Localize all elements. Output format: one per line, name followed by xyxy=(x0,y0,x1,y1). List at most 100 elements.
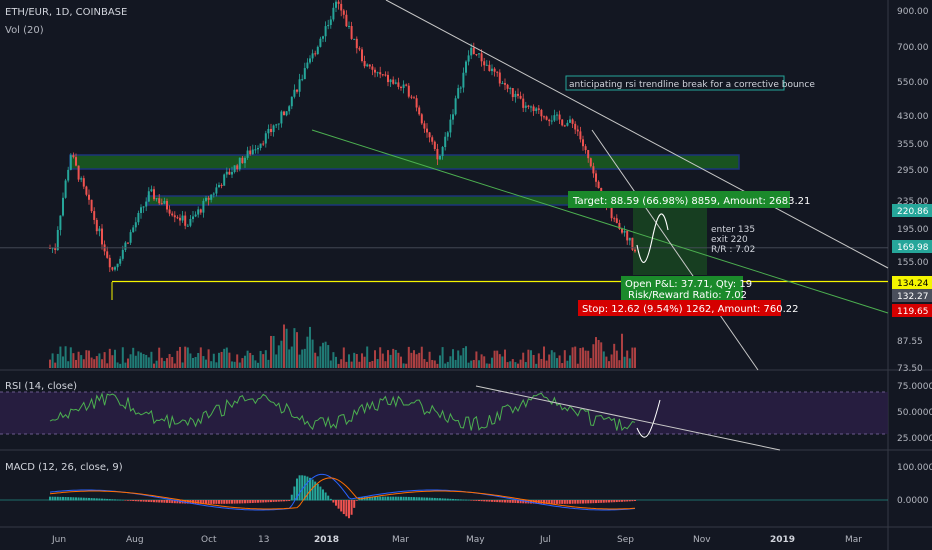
macd-hist-148 xyxy=(433,497,436,501)
volume-bar-104 xyxy=(319,346,322,368)
volume-bar-181 xyxy=(519,359,522,368)
candle-body-51 xyxy=(181,215,184,221)
macd-hist-34 xyxy=(137,500,140,502)
macd-tick-0: 0.0000 xyxy=(897,496,929,506)
signal-line xyxy=(49,477,636,510)
price-tick-8755: 87.55 xyxy=(897,337,923,347)
plan-rr: R/R : 7.02 xyxy=(711,245,755,255)
volume-bar-7 xyxy=(67,361,70,368)
macd-hist-170 xyxy=(491,500,493,502)
candle-body-52 xyxy=(184,215,187,226)
macd-hist-102 xyxy=(314,481,317,501)
candle-body-122 xyxy=(366,64,369,67)
macd-hist-11 xyxy=(77,497,80,501)
macd-hist-0 xyxy=(49,496,51,501)
volume-bar-180 xyxy=(517,363,519,368)
candle-body-176 xyxy=(506,84,509,89)
macd-hist-172 xyxy=(496,500,499,503)
macd-hist-135 xyxy=(400,496,402,501)
volume-bar-200 xyxy=(569,355,571,368)
macd-hist-26 xyxy=(116,499,119,501)
candle-body-20 xyxy=(101,228,103,245)
candle-body-167 xyxy=(483,61,486,66)
volume-bar-15 xyxy=(88,350,90,368)
volume-bar-8 xyxy=(69,347,72,368)
candle-body-17 xyxy=(93,211,96,220)
macd-hist-154 xyxy=(449,498,452,501)
candle-body-134 xyxy=(397,82,400,87)
macd-hist-31 xyxy=(129,500,132,501)
candle-body-56 xyxy=(194,214,197,217)
candle-body-109 xyxy=(332,7,335,20)
macd-hist-60 xyxy=(205,500,207,504)
candle-body-223 xyxy=(628,237,631,241)
x-tick-mar: Mar xyxy=(392,535,409,545)
macd-hist-10 xyxy=(75,497,77,501)
volume-bar-6 xyxy=(64,346,67,368)
macd-hist-46 xyxy=(168,500,171,503)
macd-hist-159 xyxy=(462,499,465,501)
volume-bar-79 xyxy=(254,360,257,368)
price-tick-900: 900.00 xyxy=(897,7,929,17)
volume-bar-190 xyxy=(543,346,545,368)
volume-bar-60 xyxy=(205,359,207,368)
volume-bar-41 xyxy=(155,360,158,368)
candle-body-182 xyxy=(522,98,525,108)
macd-hist-224 xyxy=(631,500,634,502)
macd-hist-122 xyxy=(366,496,369,501)
candle-body-44 xyxy=(163,200,166,204)
macd-hist-25 xyxy=(114,499,116,501)
candle-body-162 xyxy=(470,47,473,56)
macd-hist-214 xyxy=(605,500,608,503)
candle-body-78 xyxy=(251,149,254,155)
macd-hist-64 xyxy=(215,500,218,504)
candle-body-40 xyxy=(153,189,155,200)
candle-body-101 xyxy=(311,53,314,59)
volume-bar-35 xyxy=(140,352,142,368)
open-pnl-text: Open P&L: 37.71, Qty: 19 xyxy=(625,279,752,290)
macd-hist-158 xyxy=(459,499,462,501)
macd-hist-199 xyxy=(566,500,569,504)
volume-bar-85 xyxy=(270,335,272,368)
volume-bar-61 xyxy=(207,349,210,368)
candle-body-85 xyxy=(270,128,272,133)
candle-body-95 xyxy=(296,89,298,92)
volume-bar-167 xyxy=(483,356,486,368)
macd-hist-189 xyxy=(540,500,543,504)
candle-body-222 xyxy=(626,230,629,241)
macd-hist-140 xyxy=(413,497,415,501)
macd-hist-3 xyxy=(56,496,59,501)
macd-hist-118 xyxy=(355,500,358,501)
candle-body-195 xyxy=(556,114,558,116)
volume-bar-148 xyxy=(433,360,436,368)
volume-bar-20 xyxy=(101,359,103,368)
candle-body-8 xyxy=(69,155,72,170)
macd-hist-221 xyxy=(623,500,626,502)
macd-hist-209 xyxy=(592,500,595,504)
price-tag-11965-bg xyxy=(892,304,932,317)
candle-body-140 xyxy=(413,97,415,99)
macd-hist-76 xyxy=(246,500,249,504)
volume-bar-114 xyxy=(345,361,348,368)
volume-bar-212 xyxy=(600,342,603,368)
macd-hist-197 xyxy=(561,500,564,504)
candle-body-84 xyxy=(267,128,270,134)
macd-hist-201 xyxy=(571,500,574,504)
price-tag-13227: 132.27 xyxy=(897,292,929,302)
candle-body-130 xyxy=(387,74,389,83)
volume-bar-37 xyxy=(145,354,148,368)
volume-bar-55 xyxy=(192,357,194,368)
macd-hist-27 xyxy=(119,499,122,501)
candle-body-221 xyxy=(623,230,626,233)
volume-bar-26 xyxy=(116,362,119,368)
volume-bar-185 xyxy=(530,350,532,368)
macd-hist-125 xyxy=(374,496,376,501)
candle-body-69 xyxy=(228,171,231,175)
x-tick-may: May xyxy=(466,535,485,545)
macd-hist-8 xyxy=(69,497,72,501)
macd-hist-149 xyxy=(436,498,439,501)
macd-hist-2 xyxy=(54,496,57,501)
volume-bar-34 xyxy=(137,351,140,368)
macd-hist-57 xyxy=(197,500,200,504)
volume-bar-214 xyxy=(605,356,608,368)
